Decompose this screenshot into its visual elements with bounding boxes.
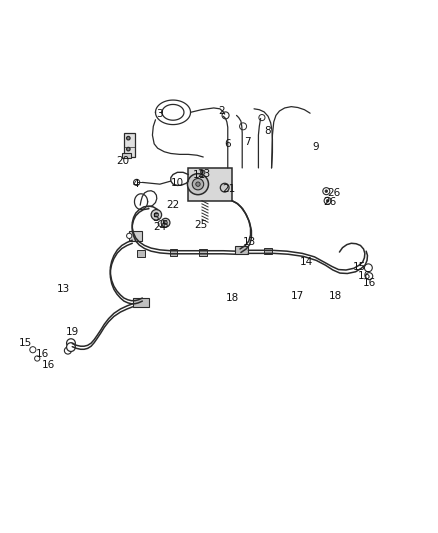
Text: 10: 10 [171, 178, 184, 188]
Bar [137, 251, 145, 257]
Text: 26: 26 [327, 188, 340, 198]
Text: 16: 16 [42, 360, 55, 370]
Text: 25: 25 [194, 220, 207, 230]
Circle shape [326, 199, 329, 202]
Text: 2: 2 [218, 106, 225, 116]
Text: 5: 5 [152, 213, 159, 223]
Bar [133, 298, 149, 307]
Text: 8: 8 [264, 126, 271, 136]
Circle shape [164, 221, 167, 224]
Circle shape [187, 174, 208, 195]
Bar [122, 152, 131, 158]
Circle shape [192, 179, 204, 190]
Circle shape [30, 346, 36, 353]
Circle shape [154, 213, 159, 217]
Circle shape [220, 183, 229, 192]
Text: 4: 4 [132, 179, 139, 189]
Circle shape [366, 273, 373, 280]
Text: 9: 9 [312, 142, 319, 152]
Circle shape [35, 356, 40, 361]
Text: 24: 24 [153, 222, 166, 232]
Circle shape [259, 115, 265, 120]
Text: 13: 13 [57, 284, 70, 294]
Text: 16: 16 [36, 349, 49, 359]
Circle shape [240, 123, 247, 130]
Text: 14: 14 [300, 257, 313, 267]
Text: 19: 19 [66, 327, 79, 337]
Text: 3: 3 [156, 109, 163, 119]
Circle shape [127, 147, 130, 151]
Text: 16: 16 [363, 278, 376, 288]
Circle shape [364, 264, 372, 272]
Circle shape [158, 221, 164, 227]
Text: 16: 16 [358, 271, 371, 281]
Text: 21: 21 [223, 184, 236, 194]
Text: 11: 11 [193, 169, 206, 180]
Text: 5: 5 [161, 220, 168, 230]
Text: 22: 22 [166, 200, 180, 210]
Circle shape [161, 219, 170, 227]
Circle shape [134, 179, 140, 185]
Bar [199, 249, 207, 255]
Circle shape [127, 136, 130, 140]
Circle shape [222, 112, 229, 119]
Circle shape [325, 190, 328, 192]
Bar [188, 168, 232, 201]
Text: 18: 18 [226, 293, 239, 303]
Text: 6: 6 [224, 139, 231, 149]
Bar [264, 248, 272, 254]
Text: 13: 13 [243, 237, 256, 247]
Text: 17: 17 [291, 291, 304, 301]
Text: 15: 15 [19, 338, 32, 348]
Bar [124, 133, 135, 157]
Circle shape [324, 197, 331, 204]
Circle shape [151, 209, 162, 220]
Circle shape [64, 347, 71, 354]
Text: 18: 18 [328, 291, 342, 301]
Circle shape [196, 182, 200, 187]
Circle shape [127, 233, 132, 238]
Text: 7: 7 [244, 136, 251, 147]
Text: 26: 26 [323, 197, 336, 207]
Circle shape [67, 343, 75, 351]
Text: 20: 20 [116, 156, 129, 166]
Text: 23: 23 [197, 168, 210, 179]
Circle shape [67, 339, 75, 348]
Circle shape [201, 170, 205, 174]
Bar [235, 246, 248, 254]
Text: 15: 15 [353, 262, 366, 271]
Bar [170, 249, 177, 255]
Bar [129, 231, 142, 241]
Circle shape [323, 188, 330, 195]
